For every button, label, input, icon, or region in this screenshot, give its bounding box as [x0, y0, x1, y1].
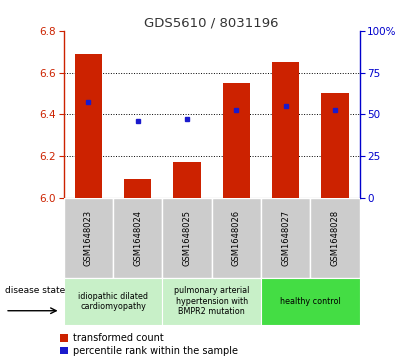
Bar [113, 198, 162, 278]
Bar [261, 278, 360, 325]
Text: GSM1648024: GSM1648024 [133, 210, 142, 266]
Bar [261, 198, 310, 278]
Bar [310, 198, 360, 278]
Text: GSM1648028: GSM1648028 [330, 210, 339, 266]
Legend: transformed count, percentile rank within the sample: transformed count, percentile rank withi… [60, 333, 238, 356]
Bar [321, 93, 349, 198]
Text: GSM1648025: GSM1648025 [182, 210, 192, 266]
Bar [124, 179, 151, 198]
Text: idiopathic dilated
cardiomyopathy: idiopathic dilated cardiomyopathy [78, 291, 148, 311]
Bar [223, 83, 250, 198]
Text: GSM1648027: GSM1648027 [281, 210, 290, 266]
Bar [173, 162, 201, 198]
Bar [162, 198, 212, 278]
Bar [64, 198, 113, 278]
Text: GSM1648026: GSM1648026 [232, 210, 241, 266]
Text: GSM1648023: GSM1648023 [84, 210, 93, 266]
Bar [162, 278, 261, 325]
Bar [212, 198, 261, 278]
Text: healthy control: healthy control [280, 297, 341, 306]
Title: GDS5610 / 8031196: GDS5610 / 8031196 [144, 17, 279, 30]
Text: disease state: disease state [5, 286, 65, 295]
Bar [64, 278, 162, 325]
Bar [272, 62, 299, 198]
Text: pulmonary arterial
hypertension with
BMPR2 mutation: pulmonary arterial hypertension with BMP… [174, 286, 249, 316]
Bar [75, 54, 102, 198]
